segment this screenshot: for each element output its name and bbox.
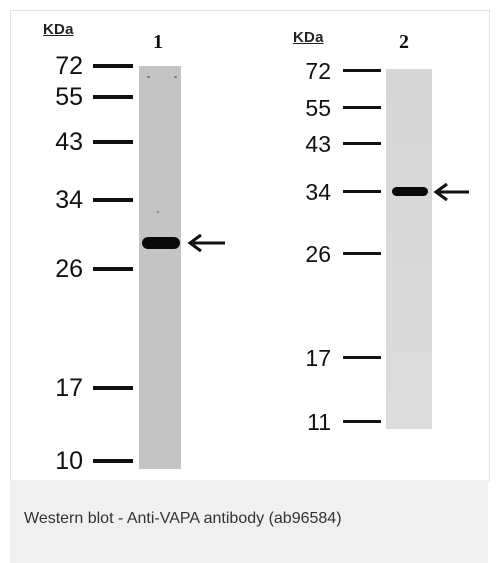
caption-text: Western blot - Anti-VAPA antibody (ab965… xyxy=(24,510,342,527)
marker-label: 17 xyxy=(55,374,83,402)
arrow-icon xyxy=(433,182,469,202)
lane-1-speck xyxy=(174,76,177,78)
marker-tick xyxy=(343,106,381,109)
lane-1-speck xyxy=(147,76,150,78)
figure-frame: KDa 1 72 55 43 34 26 17 1 xyxy=(10,10,490,482)
marker-tick xyxy=(343,252,381,255)
lane-label-2: 2 xyxy=(399,31,409,53)
marker-label: 26 xyxy=(55,255,83,283)
marker-label: 17 xyxy=(305,345,331,371)
marker-tick xyxy=(343,356,381,359)
lane-1-speck xyxy=(157,211,159,213)
marker-label: 72 xyxy=(305,58,331,84)
marker-label: 55 xyxy=(55,83,83,111)
marker-tick xyxy=(93,459,133,463)
marker-label: 10 xyxy=(55,447,83,475)
marker-tick xyxy=(93,140,133,144)
lane-2 xyxy=(386,69,432,429)
marker-label: 55 xyxy=(305,95,331,121)
marker-label: 43 xyxy=(55,128,83,156)
band-lane-1 xyxy=(142,237,180,249)
marker-tick xyxy=(93,95,133,99)
marker-tick xyxy=(343,420,381,423)
arrow-icon xyxy=(187,233,225,253)
marker-label: 72 xyxy=(55,52,83,80)
marker-tick xyxy=(93,64,133,68)
marker-label: 34 xyxy=(305,179,331,205)
marker-tick xyxy=(343,69,381,72)
marker-tick xyxy=(343,190,381,193)
band-lane-2 xyxy=(392,187,428,196)
marker-label: 34 xyxy=(55,186,83,214)
lane-1 xyxy=(139,66,181,469)
marker-label: 11 xyxy=(307,409,331,435)
marker-tick xyxy=(343,142,381,145)
lane-label-1: 1 xyxy=(153,31,163,53)
figure-caption: Western blot - Anti-VAPA antibody (ab965… xyxy=(10,480,488,563)
marker-label: 43 xyxy=(305,131,331,157)
marker-tick xyxy=(93,386,133,390)
unit-label-panel-1: KDa xyxy=(43,21,74,38)
western-blot-image: KDa 1 72 55 43 34 26 17 1 xyxy=(11,11,489,481)
marker-label: 26 xyxy=(305,241,331,267)
marker-tick xyxy=(93,198,133,202)
marker-tick xyxy=(93,267,133,271)
unit-label-panel-2: KDa xyxy=(293,29,324,46)
